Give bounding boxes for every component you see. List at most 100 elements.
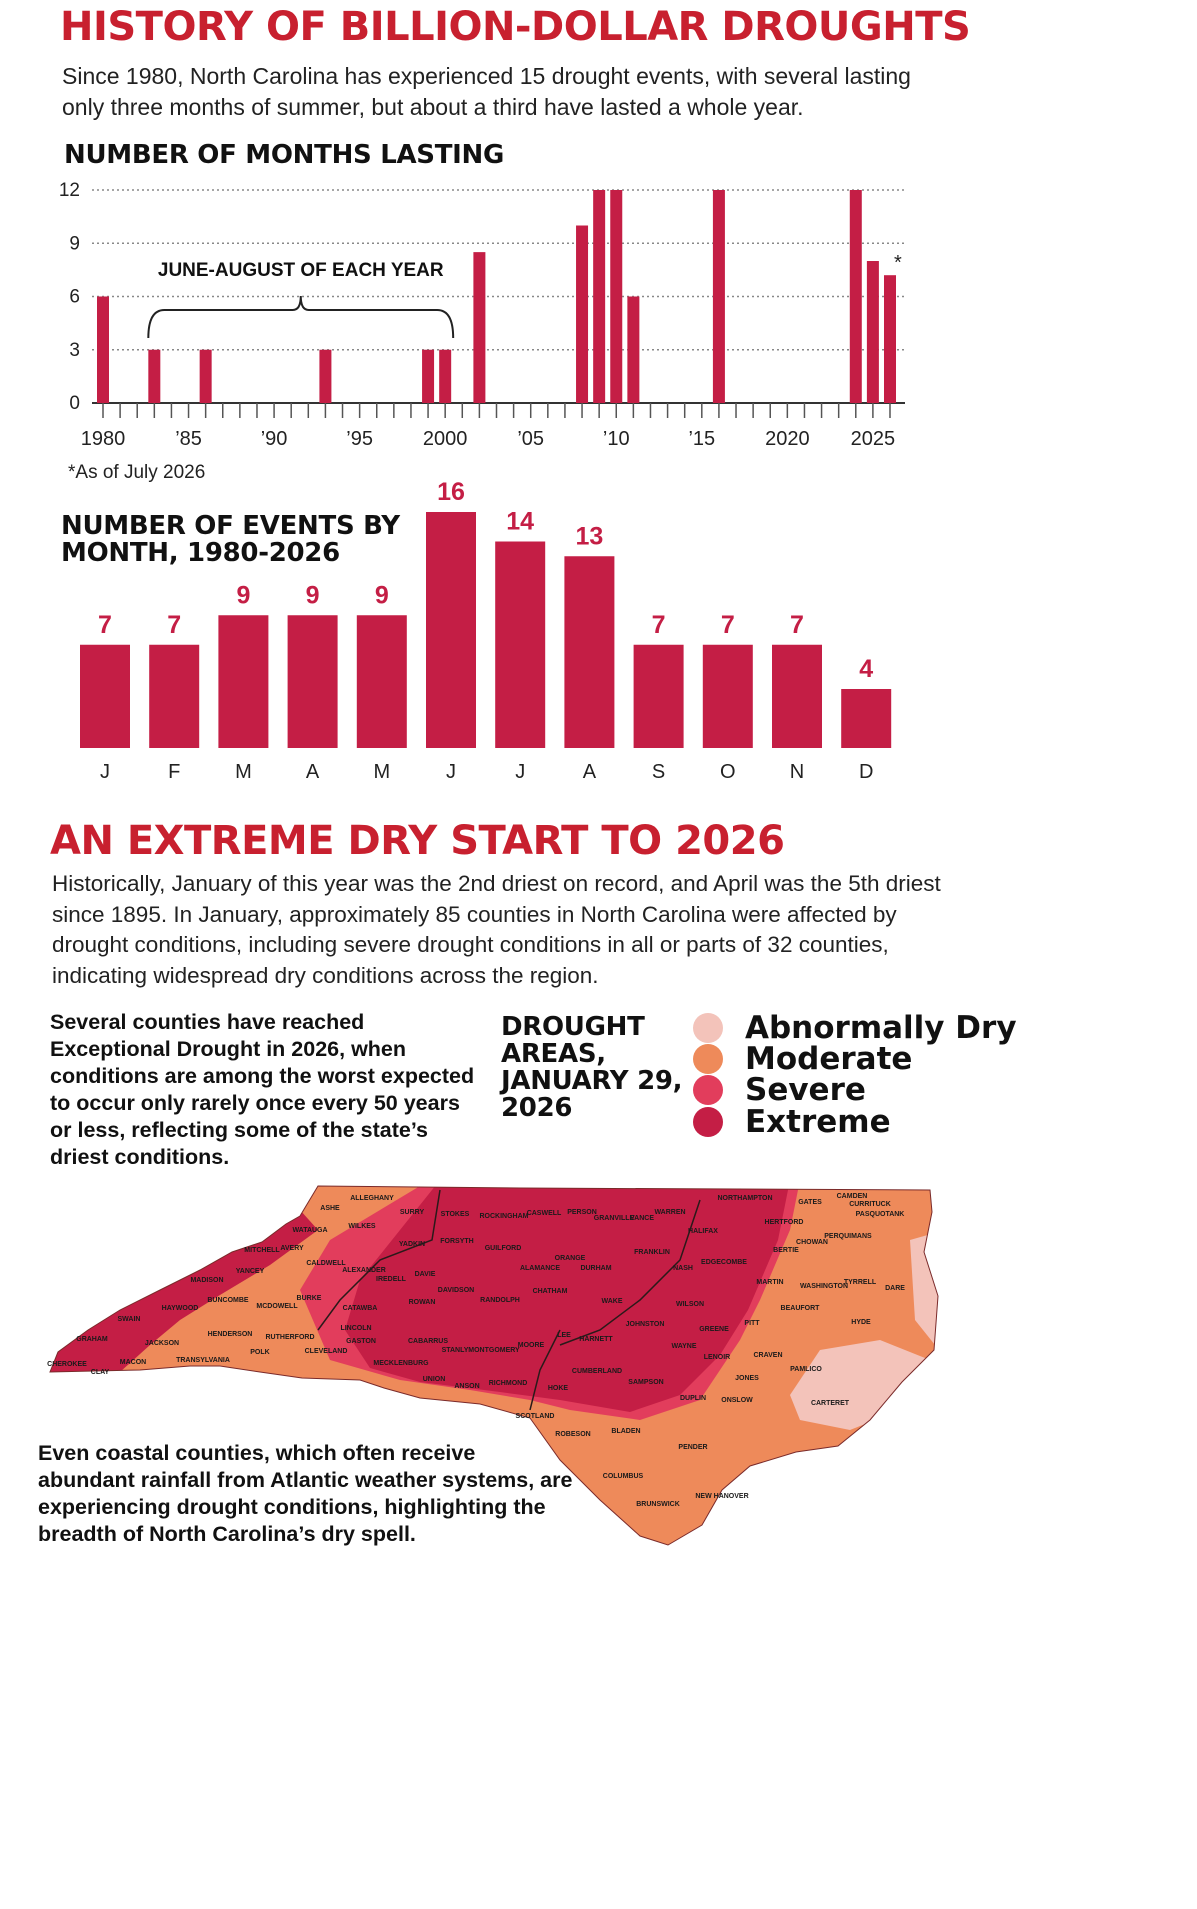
map-title: DROUGHT AREAS, JANUARY 29, 2026 [501, 1012, 683, 1123]
county-label: ROBESON [555, 1431, 590, 1438]
county-label: RANDOLPH [480, 1297, 520, 1304]
data-label: 13 [575, 522, 603, 550]
county-label: PERQUIMANS [824, 1233, 872, 1240]
bar [426, 512, 476, 748]
county-label: HERTFORD [765, 1219, 804, 1226]
county-label: TYRRELL [844, 1279, 877, 1286]
county-label: GATES [798, 1199, 822, 1206]
county-label: LINCOLN [340, 1325, 371, 1332]
county-label: RUTHERFORD [266, 1334, 315, 1341]
county-label: EDGECOMBE [701, 1259, 747, 1266]
county-label: ORANGE [555, 1255, 586, 1262]
county-label: YANCEY [236, 1268, 265, 1275]
bar [218, 615, 269, 748]
county-label: MADISON [190, 1277, 223, 1284]
county-label: ASHE [320, 1205, 340, 1212]
bar [841, 689, 892, 748]
county-label: MECKLENBURG [373, 1360, 429, 1367]
category-label: N [790, 761, 804, 783]
data-label: 7 [721, 611, 735, 639]
county-label: MONTGOMERY [468, 1347, 520, 1354]
county-label: HARNETT [579, 1336, 613, 1343]
county-label: STOKES [441, 1211, 470, 1218]
bar [97, 296, 109, 403]
data-label: 7 [652, 611, 666, 639]
intro-text: Since 1980, North Carolina has experienc… [62, 63, 911, 120]
county-label: CARTERET [811, 1400, 850, 1407]
county-label: ROWAN [409, 1299, 436, 1306]
county-label: WARREN [654, 1209, 685, 1216]
county-label: SCOTLAND [516, 1413, 555, 1420]
bar [319, 349, 332, 403]
county-label: CHATHAM [533, 1288, 568, 1295]
data-label: 16 [437, 478, 465, 506]
legend-label: Abnormally Dry [745, 1010, 1017, 1046]
legend-severe: Severe [693, 1072, 866, 1108]
category-label: A [583, 761, 597, 783]
county-label: JOHNSTON [626, 1321, 665, 1328]
bar [866, 261, 879, 403]
x-tick-label: 1980 [81, 428, 126, 450]
category-label: J [100, 761, 110, 783]
bar [633, 644, 684, 748]
county-label: DAVIE [415, 1271, 436, 1278]
extreme-zone [345, 1186, 790, 1412]
county-label: HOKE [548, 1385, 569, 1392]
legend-abnormally-dry: Abnormally Dry [693, 1010, 1017, 1046]
data-label: 9 [375, 581, 389, 609]
county-label: SAMPSON [628, 1379, 663, 1386]
county-label: TRANSYLVANIA [176, 1357, 230, 1364]
county-label: ONSLOW [721, 1397, 753, 1404]
region-boundary [317, 1189, 701, 1411]
bar [702, 644, 753, 748]
legend-label: Extreme [745, 1104, 891, 1140]
county-label: CAMDEN [837, 1193, 868, 1200]
county-label: PENDER [678, 1444, 707, 1451]
county-label: CASWELL [527, 1210, 562, 1217]
x-tick-label: 2020 [765, 428, 810, 450]
x-tick-label: ’90 [261, 428, 288, 450]
county-label: YADKIN [399, 1241, 425, 1248]
western-severe-band [50, 1210, 318, 1380]
bar [356, 615, 407, 748]
county-label: CHEROKEE [47, 1361, 87, 1368]
county-label: CALDWELL [306, 1260, 346, 1267]
category-label: M [235, 761, 252, 783]
bar [772, 644, 822, 748]
county-label: ROCKINGHAM [480, 1213, 529, 1220]
county-label: MARTIN [756, 1279, 783, 1286]
bar [148, 349, 161, 403]
county-label: NEW HANOVER [695, 1493, 748, 1500]
bar [495, 541, 546, 748]
bar [422, 349, 435, 403]
extreme-swatch [693, 1107, 723, 1137]
exceptional-drought-note: Several counties have reached Exceptiona… [50, 1010, 475, 1169]
county-label: PERSON [567, 1209, 597, 1216]
county-label: BEAUFORT [781, 1305, 821, 1312]
county-label: DURHAM [580, 1265, 611, 1272]
data-label: 9 [306, 581, 320, 609]
county-label: MCDOWELL [256, 1303, 298, 1310]
abnormally-dry-swatch [693, 1013, 723, 1043]
category-label: D [859, 761, 873, 783]
bracket-label: JUNE-AUGUST OF EACH YEAR [158, 260, 444, 281]
data-label: 14 [506, 508, 534, 536]
x-tick-label: ’85 [175, 428, 202, 450]
county-label: DARE [885, 1285, 905, 1292]
x-tick-label: ’95 [346, 428, 373, 450]
county-label: SWAIN [118, 1316, 141, 1323]
county-label: NORTHAMPTON [717, 1195, 772, 1202]
bar [473, 252, 486, 403]
x-tick-label: 2025 [851, 428, 896, 450]
county-label: BUNCOMBE [207, 1297, 249, 1304]
county-label: MITCHELL [244, 1247, 280, 1254]
county-label: CLAY [91, 1369, 110, 1376]
county-labels: ALLEGHANY ASHE SURRY STOKES ROCKINGHAMCASWEL… [47, 1193, 905, 1508]
county-label: JACKSON [145, 1340, 179, 1347]
county-label: BERTIE [773, 1247, 799, 1254]
county-label: NASH [673, 1265, 693, 1272]
y-tick-label: 0 [69, 393, 80, 414]
legend-label: Moderate [745, 1041, 913, 1077]
bar [610, 190, 623, 403]
county-label: CABARRUS [408, 1338, 448, 1345]
